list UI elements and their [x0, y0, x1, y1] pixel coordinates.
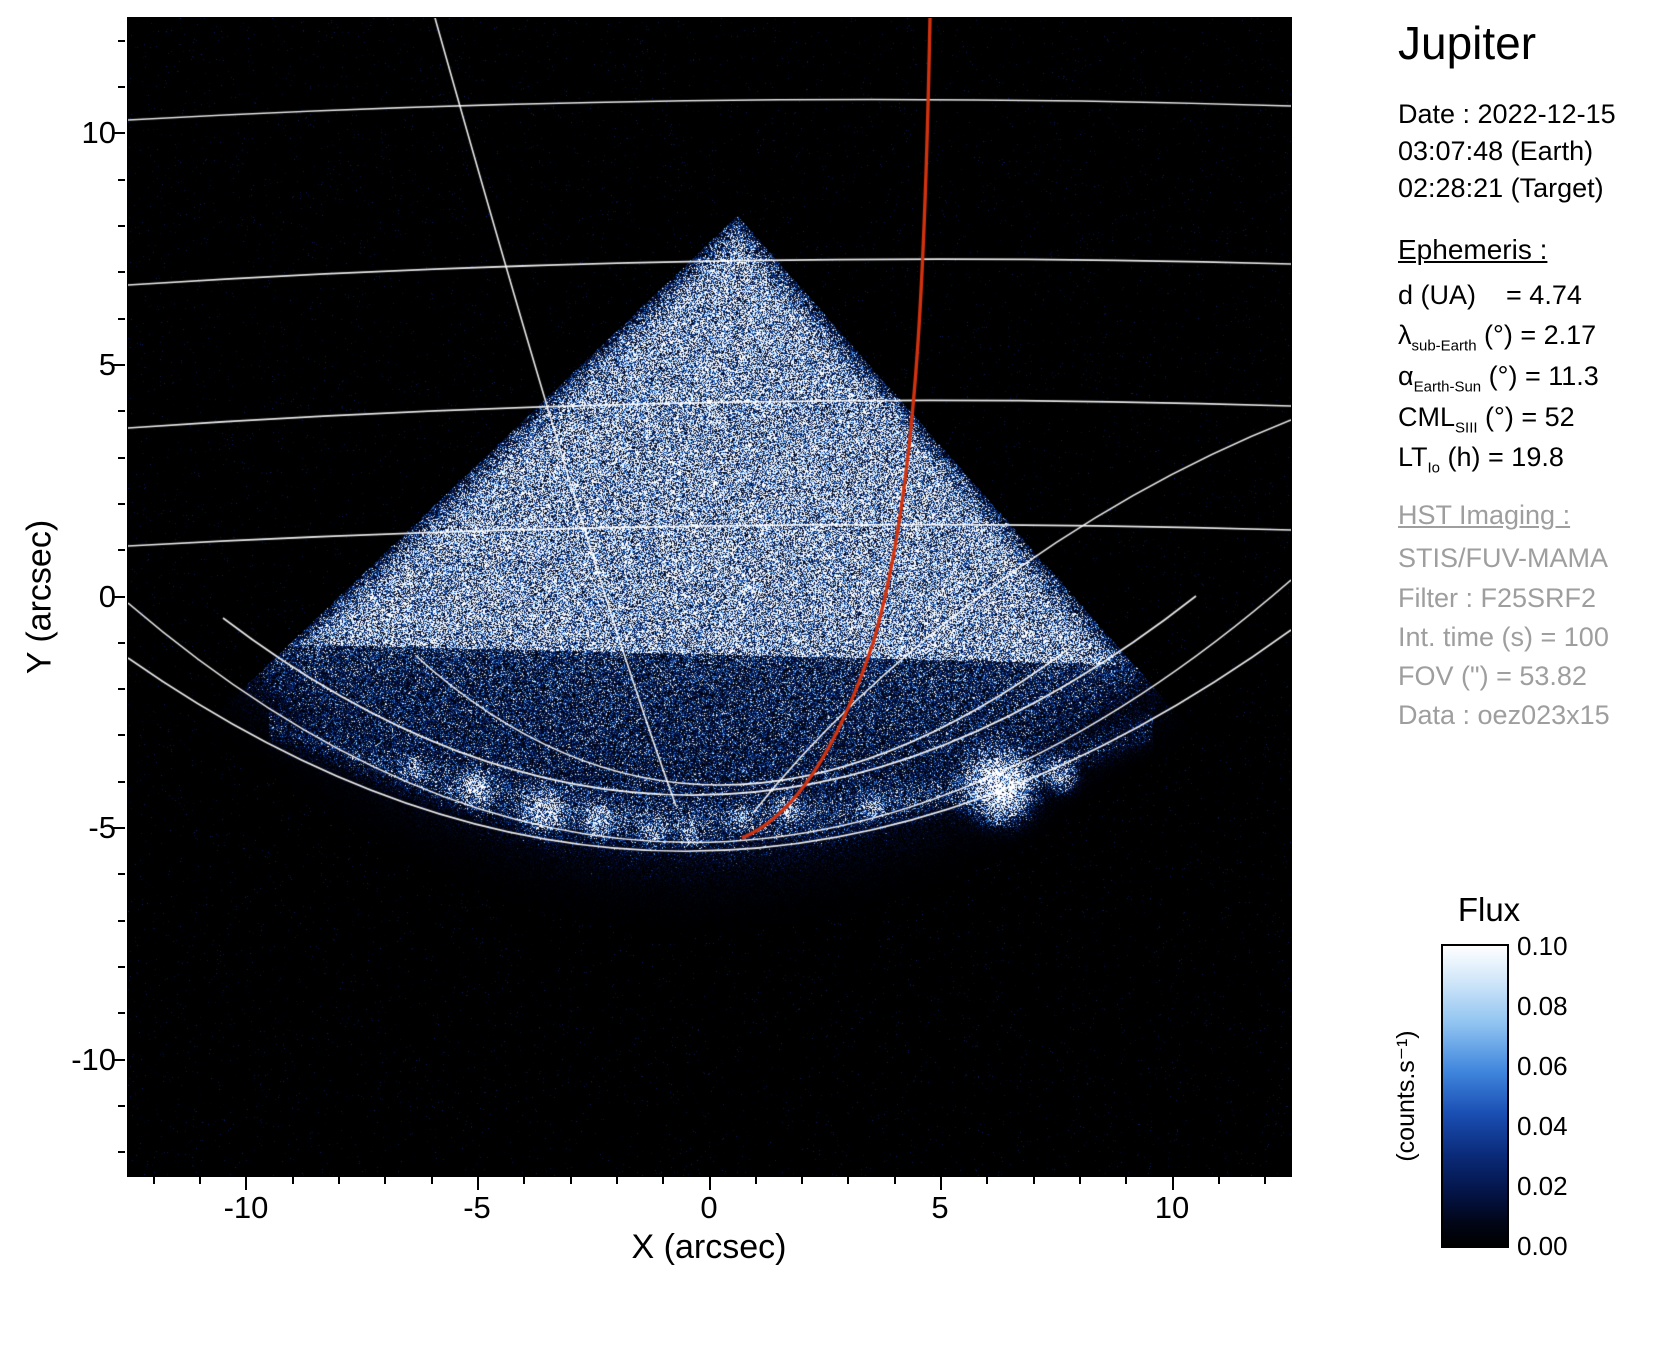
y-axis-tick: [118, 873, 125, 875]
y-axis-tick: [118, 40, 125, 42]
x-axis-tick: [292, 1177, 294, 1184]
x-axis-tick: [1033, 1177, 1035, 1184]
x-axis-tick: [1264, 1177, 1266, 1184]
x-axis-tick: [570, 1177, 572, 1184]
figure-page: { "side": { "title": "Jupiter", "date_li…: [0, 0, 1676, 1367]
y-axis-tick: [118, 920, 125, 922]
ephemeris-subscript: sub-Earth: [1412, 337, 1477, 354]
x-tick-label: -10: [224, 1190, 269, 1226]
x-axis-tick: [1079, 1177, 1081, 1184]
x-axis-tick: [894, 1177, 896, 1184]
colorbar-tick-label: 0.10: [1517, 931, 1568, 962]
x-axis-tick: [709, 1177, 711, 1190]
colorbar-tick-label: 0.00: [1517, 1231, 1568, 1262]
x-axis-tick: [940, 1177, 942, 1190]
ephemeris-value: (h) = 19.8: [1440, 442, 1564, 472]
x-tick-label: 10: [1155, 1190, 1189, 1226]
x-tick-label: -5: [463, 1190, 491, 1226]
y-axis-tick: [118, 503, 125, 505]
x-axis-tick: [477, 1177, 479, 1190]
y-axis-title: Y (arcsec): [21, 520, 60, 674]
ephemeris-symbol: α: [1398, 361, 1414, 391]
target-time-line: 02:28:21 (Target): [1398, 170, 1616, 207]
image-plot-area: [127, 17, 1292, 1177]
hst-filter-line: Filter : F25SRF2: [1398, 583, 1596, 614]
y-axis-tick: [118, 966, 125, 968]
x-tick-label: 0: [700, 1190, 717, 1226]
date-line: Date : 2022-12-15: [1398, 96, 1616, 133]
x-axis-tick: [1172, 1177, 1174, 1190]
y-axis-tick: [118, 734, 125, 736]
ephemeris-row-phase-angle: αEarth-Sun (°) = 11.3: [1398, 361, 1599, 395]
x-axis-tick: [801, 1177, 803, 1184]
x-axis-tick: [847, 1177, 849, 1184]
ephemeris-symbol: LT: [1398, 442, 1428, 472]
y-tick-label: -10: [30, 1042, 116, 1078]
ephemeris-row-sub-earth-lat: λsub-Earth (°) = 2.17: [1398, 320, 1596, 354]
ephemeris-value: (UA) = 4.74: [1413, 280, 1582, 310]
y-axis-tick: [118, 457, 125, 459]
ephemeris-symbol: d: [1398, 280, 1413, 310]
y-axis-tick: [118, 1151, 125, 1153]
ephemeris-subscript: Io: [1428, 459, 1441, 476]
x-axis-tick: [986, 1177, 988, 1184]
ephemeris-row-distance: d (UA) = 4.74: [1398, 280, 1582, 314]
y-axis-tick: [118, 642, 125, 644]
fuv-image-canvas: [128, 18, 1291, 1176]
y-axis-tick: [118, 179, 125, 181]
y-axis-tick: [118, 271, 125, 273]
y-tick-label: 5: [30, 347, 116, 383]
colorbar-unit-label: (counts.s⁻¹): [1391, 1030, 1421, 1161]
y-tick-label: -5: [30, 810, 116, 846]
x-axis-tick: [523, 1177, 525, 1184]
y-axis-tick: [118, 225, 125, 227]
observation-dates: Date : 2022-12-15 03:07:48 (Earth) 02:28…: [1398, 96, 1616, 207]
earth-time-line: 03:07:48 (Earth): [1398, 133, 1616, 170]
ephemeris-value: (°) = 2.17: [1477, 320, 1597, 350]
page-title: Jupiter: [1398, 16, 1536, 70]
colorbar-gradient: [1441, 944, 1509, 1248]
hst-data-id-line: Data : oez023x15: [1398, 700, 1610, 731]
y-axis-tick: [118, 318, 125, 320]
hst-imaging-heading: HST Imaging :: [1398, 500, 1570, 531]
ephemeris-subscript: SIII: [1455, 419, 1478, 436]
hst-int-time-line: Int. time (s) = 100: [1398, 622, 1609, 653]
x-axis-tick: [662, 1177, 664, 1184]
x-axis-tick: [1218, 1177, 1220, 1184]
y-axis-tick: [118, 1012, 125, 1014]
ephemeris-row-io-local-time: LTIo (h) = 19.8: [1398, 442, 1564, 476]
hst-fov-line: FOV (") = 53.82: [1398, 661, 1587, 692]
ephemeris-heading: Ephemeris :: [1398, 234, 1547, 266]
x-axis-tick: [616, 1177, 618, 1184]
y-axis-tick: [118, 86, 125, 88]
hst-instrument-line: STIS/FUV-MAMA: [1398, 543, 1608, 574]
x-axis-tick: [338, 1177, 340, 1184]
x-axis-tick: [245, 1177, 247, 1190]
x-axis-tick: [199, 1177, 201, 1184]
y-tick-label: 10: [30, 115, 116, 151]
ephemeris-subscript: Earth-Sun: [1414, 378, 1482, 395]
colorbar-tick-label: 0.06: [1517, 1051, 1568, 1082]
y-axis-tick: [118, 549, 125, 551]
colorbar-tick-label: 0.02: [1517, 1171, 1568, 1202]
y-axis-tick: [118, 688, 125, 690]
colorbar-tick-label: 0.08: [1517, 991, 1568, 1022]
x-tick-label: 5: [931, 1190, 948, 1226]
x-axis-title: X (arcsec): [632, 1228, 787, 1267]
y-axis-tick: [118, 781, 125, 783]
x-axis-tick: [755, 1177, 757, 1184]
y-axis-tick: [118, 1105, 125, 1107]
ephemeris-value: (°) = 52: [1478, 402, 1575, 432]
ephemeris-value: (°) = 11.3: [1481, 361, 1599, 391]
y-axis-tick: [118, 410, 125, 412]
ephemeris-symbol: CML: [1398, 402, 1455, 432]
colorbar-title: Flux: [1424, 891, 1554, 929]
ephemeris-symbol: λ: [1398, 320, 1412, 350]
colorbar-tick-label: 0.04: [1517, 1111, 1568, 1142]
x-axis-tick: [431, 1177, 433, 1184]
x-axis-tick: [384, 1177, 386, 1184]
x-axis-tick: [1125, 1177, 1127, 1184]
x-axis-tick: [153, 1177, 155, 1184]
ephemeris-row-cml: CMLSIII (°) = 52: [1398, 402, 1575, 436]
